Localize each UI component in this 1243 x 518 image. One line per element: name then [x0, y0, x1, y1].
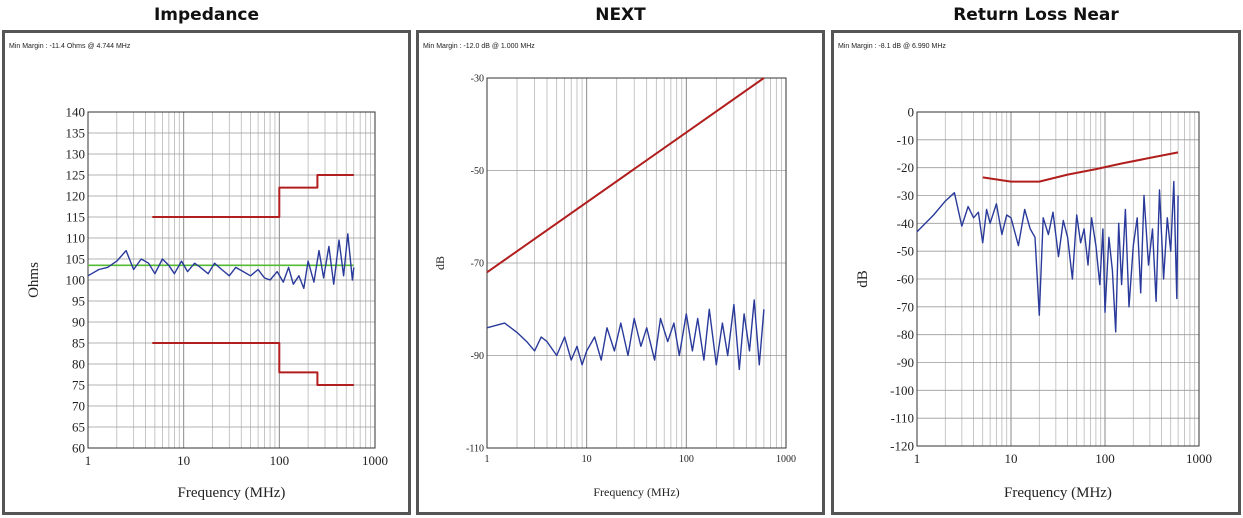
- y-tick-label: -20: [897, 160, 914, 175]
- return-loss-panel: Return Loss Near Min Margin : -8.1 dB @ …: [831, 0, 1241, 518]
- y-tick-label: 135: [66, 126, 86, 141]
- y-tick-label: 120: [66, 189, 86, 204]
- x-tick-label: 1: [85, 453, 92, 468]
- measured-line-3: [87, 233, 355, 290]
- y-axis-label: dB: [855, 270, 871, 288]
- axes-frame: [916, 111, 1200, 447]
- y-tick-label: -100: [890, 383, 914, 398]
- y-tick-label: -10: [897, 132, 914, 147]
- impedance-min-margin: Min Margin : -11.4 Ohms @ 4.744 MHz: [9, 43, 131, 50]
- y-tick-label: -50: [897, 244, 914, 259]
- y-tick-label: 75: [72, 378, 85, 393]
- impedance-panel: Impedance Min Margin : -11.4 Ohms @ 4.74…: [2, 0, 411, 518]
- limit-line-0: [486, 77, 765, 274]
- x-axis-label: Frequency (MHz): [1004, 485, 1112, 501]
- y-axis-label: Ohms: [26, 262, 42, 298]
- y-tick-label: 100: [66, 273, 86, 288]
- y-tick-label: -30: [897, 188, 914, 203]
- axes-frame: [486, 77, 787, 449]
- limit-line-0: [982, 151, 1179, 183]
- y-tick-label: 65: [72, 420, 85, 435]
- limit-line-0: [152, 174, 354, 218]
- x-tick-label: 1000: [362, 453, 388, 468]
- y-tick-label: 105: [66, 252, 86, 267]
- x-tick-label: 10: [177, 453, 190, 468]
- return-loss-chart: -120-110-100-90-80-70-60-50-40-30-20-100…: [855, 105, 1212, 501]
- y-tick-label: -110: [466, 444, 484, 455]
- grid: [916, 111, 1199, 447]
- y-tick-label: 70: [72, 399, 85, 414]
- y-tick-label: -40: [897, 216, 914, 231]
- next-chart: -110 -90 -70 -50 -30 1 10 100 1000 Frequency (MHz…: [433, 74, 796, 500]
- x-tick-label: 10: [1005, 451, 1018, 466]
- y-tick-label: -70: [897, 299, 914, 314]
- y-tick-label: -110: [891, 411, 914, 426]
- y-tick-label: 130: [66, 147, 86, 162]
- x-tick-label: 100: [1095, 451, 1115, 466]
- y-tick-label: 85: [72, 336, 85, 351]
- y-tick-label: 115: [66, 210, 85, 225]
- grid: [87, 111, 375, 449]
- x-axis-label: Frequency (MHz): [178, 485, 286, 501]
- x-tick-label: 1: [914, 451, 921, 466]
- x-tick-label: 100: [270, 453, 290, 468]
- y-tick-label: 90: [72, 315, 85, 330]
- y-tick-label: 0: [908, 105, 915, 120]
- measured-line-1: [486, 299, 765, 371]
- next-panel: NEXT Min Margin : -12.0 dB @ 1.000 MHz -…: [416, 0, 825, 518]
- y-tick-label: -120: [890, 439, 914, 454]
- y-tick-label: 80: [72, 357, 85, 372]
- next-min-margin: Min Margin : -12.0 dB @ 1.000 MHz: [423, 43, 535, 50]
- measured-line-1: [916, 180, 1179, 333]
- y-tick-label: -50: [471, 166, 484, 177]
- return-loss-min-margin: Min Margin : -8.1 dB @ 6.990 MHz: [838, 43, 946, 50]
- x-tick-label: 10: [582, 454, 592, 465]
- x-tick-label: 1000: [776, 454, 796, 465]
- y-tick-label: -90: [897, 355, 914, 370]
- y-tick-label: 95: [72, 294, 85, 309]
- y-tick-label: 60: [72, 441, 85, 456]
- y-tick-label: -70: [471, 259, 484, 270]
- y-tick-label: -60: [897, 272, 914, 287]
- x-tick-label: 1000: [1186, 451, 1212, 466]
- next-title: NEXT: [595, 5, 646, 25]
- axes-frame: [87, 111, 376, 449]
- y-tick-label: -80: [897, 327, 914, 342]
- return-loss-title: Return Loss Near: [953, 5, 1119, 25]
- x-tick-label: 1: [485, 454, 490, 465]
- x-tick-label: 100: [679, 454, 694, 465]
- y-axis-label: dB: [433, 256, 447, 270]
- x-axis-label: Frequency (MHz): [593, 485, 679, 499]
- impedance-title: Impedance: [153, 5, 260, 25]
- limit-line-1: [152, 342, 354, 386]
- impedance-chart: 6065707580859095100105110115120125130135…: [26, 105, 388, 501]
- y-tick-label: 110: [66, 231, 85, 246]
- y-tick-label: 140: [66, 105, 86, 120]
- y-tick-label: 125: [66, 168, 86, 183]
- y-tick-label: -30: [471, 74, 484, 85]
- y-tick-label: -90: [471, 351, 484, 362]
